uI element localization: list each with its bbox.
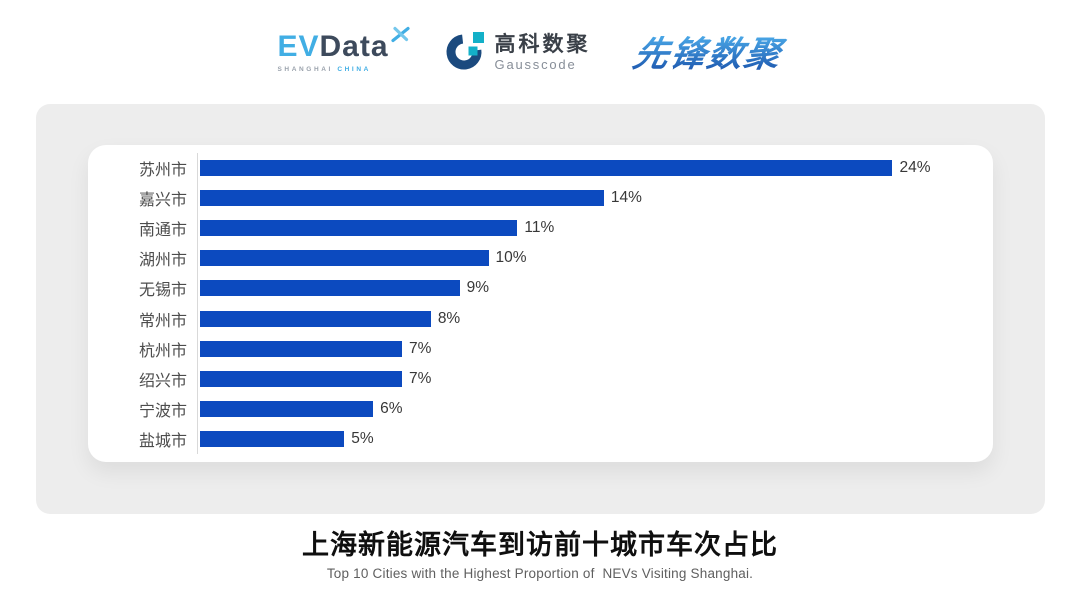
bar-chart: 苏州市 24% 嘉兴市 14% 南通市 11% 湖州市 10% 无锡市 9% 常州市 8% 杭州市 7% 绍… [88, 153, 979, 454]
evdata-sub-china: CHINA [337, 66, 371, 74]
evdata-data-text: Data [319, 30, 389, 64]
value-label: 7% [408, 369, 432, 387]
category-label: 无锡市 [138, 282, 187, 300]
gausscode-english-text: Gausscode [494, 57, 577, 73]
bar-track: 14% [197, 189, 979, 207]
evdata-sub-shanghai: SHANGHAI [277, 66, 333, 74]
bar [200, 340, 402, 357]
category-label: 宁波市 [138, 402, 187, 420]
category-label: 嘉兴市 [138, 192, 187, 210]
bar [200, 280, 460, 297]
bar-row: 无锡市 9% [88, 273, 979, 303]
logo-bar: EV Data SHANGHAI CHINA 高科数聚 Gausscode [0, 24, 1080, 82]
evdata-logo: EV Data SHANGHAI CHINA [277, 27, 410, 74]
xianfeng-logo: 先锋数聚 [625, 30, 803, 76]
bar-row: 绍兴市 7% [88, 364, 979, 394]
value-label: 7% [408, 339, 432, 357]
bar [200, 160, 893, 177]
bar [200, 250, 489, 267]
evdata-wordmark: EV Data [277, 27, 410, 64]
chart-subtitle: Top 10 Cities with the Highest Proportio… [326, 566, 754, 582]
chart-card: 苏州市 24% 嘉兴市 14% 南通市 11% 湖州市 10% 无锡市 9% 常州市 8% 杭州市 7% 绍… [88, 145, 993, 462]
evdata-ev-text: EV [277, 30, 320, 64]
bar-row: 常州市 8% [88, 303, 979, 333]
category-label: 绍兴市 [138, 372, 187, 390]
bar-row: 嘉兴市 14% [88, 183, 979, 213]
gausscode-wordmark: 高科数聚 Gausscode [495, 33, 591, 73]
bar-row: 杭州市 7% [88, 334, 979, 364]
bar-track: 5% [197, 430, 979, 448]
bar [200, 220, 518, 237]
category-label: 杭州市 [138, 342, 187, 360]
bar-track: 7% [197, 340, 979, 358]
category-label: 南通市 [138, 222, 187, 240]
value-label: 6% [380, 399, 403, 417]
bar-track: 24% [197, 159, 979, 177]
bar-row: 盐城市 5% [88, 424, 979, 454]
bar [200, 370, 402, 387]
bar [200, 190, 604, 207]
value-label: 14% [610, 189, 642, 207]
value-label: 9% [466, 279, 490, 297]
category-label: 苏州市 [138, 162, 187, 180]
value-label: 8% [437, 309, 461, 327]
value-label: 11% [524, 219, 555, 237]
category-label: 常州市 [138, 312, 187, 330]
value-label: 10% [495, 249, 527, 267]
category-label: 湖州市 [138, 252, 187, 270]
bar-track: 8% [197, 310, 979, 328]
bar [200, 400, 374, 417]
gausscode-logo: 高科数聚 Gausscode [444, 30, 591, 77]
bar-row: 苏州市 24% [88, 153, 979, 183]
gausscode-chinese-text: 高科数聚 [494, 32, 591, 56]
bar-track: 10% [197, 249, 979, 267]
value-label: 5% [351, 429, 374, 447]
bar-track: 6% [197, 400, 979, 418]
y-axis-line [197, 153, 198, 454]
bar [200, 310, 431, 327]
evdata-subtext: SHANGHAI CHINA [277, 67, 409, 74]
category-label: 盐城市 [138, 432, 187, 450]
bar [200, 430, 345, 447]
evdata-pinwheel-icon [390, 26, 410, 47]
bar-track: 9% [197, 279, 979, 297]
xianfeng-text: 先锋数聚 [629, 35, 788, 74]
chart-panel: 苏州市 24% 嘉兴市 14% 南通市 11% 湖州市 10% 无锡市 9% 常州市 8% 杭州市 7% 绍… [36, 104, 1045, 514]
caption: 上海新能源汽车到访前十城市车次占比 Top 10 Cities with the… [0, 529, 1080, 581]
value-label: 24% [899, 159, 931, 177]
bar-track: 7% [197, 370, 979, 388]
chart-title: 上海新能源汽车到访前十城市车次占比 [302, 530, 778, 560]
bar-row: 湖州市 10% [88, 243, 979, 273]
bar-row: 南通市 11% [88, 213, 979, 243]
bar-row: 宁波市 6% [88, 394, 979, 424]
bar-rows: 苏州市 24% 嘉兴市 14% 南通市 11% 湖州市 10% 无锡市 9% 常州市 8% 杭州市 7% 绍… [88, 153, 979, 454]
bar-track: 11% [197, 219, 979, 237]
gausscode-g-icon [444, 30, 486, 77]
